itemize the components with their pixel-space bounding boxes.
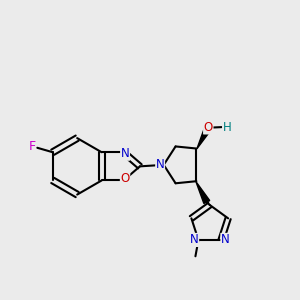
Polygon shape [196,182,210,203]
Text: N: N [190,233,199,246]
Text: O: O [120,172,130,185]
Text: N: N [121,147,129,160]
Polygon shape [197,126,212,149]
Text: N: N [156,158,164,171]
Text: O: O [204,121,213,134]
Text: N: N [221,233,230,246]
Text: H: H [223,121,231,134]
Text: F: F [28,140,35,153]
